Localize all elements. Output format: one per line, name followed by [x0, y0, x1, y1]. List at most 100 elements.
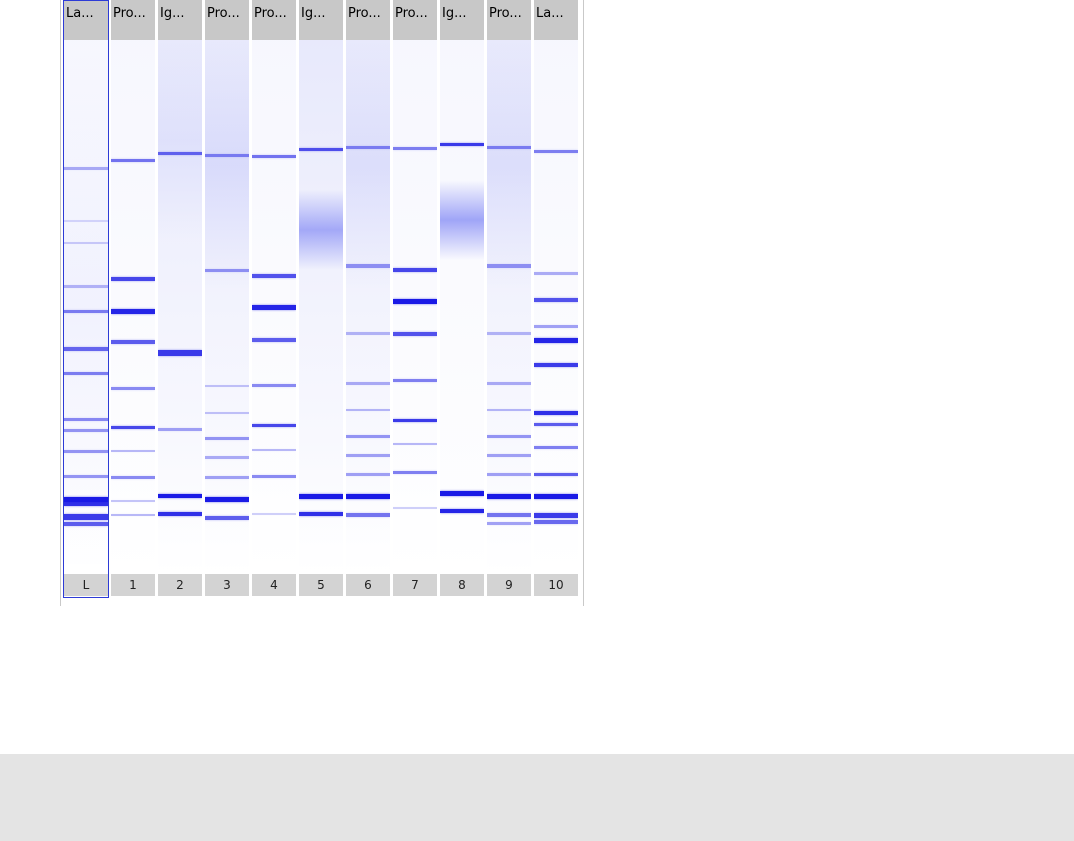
lane-number-label[interactable]: 10 [534, 574, 578, 596]
protein-band [64, 310, 108, 313]
gel-lane-2[interactable]: Ig... 2 [158, 0, 202, 606]
protein-band [487, 494, 531, 499]
protein-band [252, 155, 296, 158]
protein-band [111, 476, 155, 479]
protein-band [299, 512, 343, 516]
lane-header-label[interactable]: Ig... [299, 0, 343, 40]
lane-header-label[interactable]: Pro... [346, 0, 390, 40]
protein-band [534, 423, 578, 426]
lane-number-label[interactable]: 9 [487, 574, 531, 596]
lane-number-label[interactable]: 4 [252, 574, 296, 596]
protein-band [346, 382, 390, 385]
smear-region [346, 40, 390, 290]
protein-band [64, 514, 108, 520]
lane-header-label[interactable]: Pro... [252, 0, 296, 40]
protein-band [346, 513, 390, 517]
protein-band [393, 268, 437, 272]
smear-region [487, 40, 531, 290]
lane-band-strip[interactable] [534, 40, 578, 574]
gel-lane-10[interactable]: La... 10 [534, 0, 578, 606]
protein-band [393, 147, 437, 150]
gel-lane-L[interactable]: La... L [63, 0, 109, 606]
lane-band-strip[interactable] [205, 40, 249, 574]
gel-lane-3[interactable]: Pro... 3 [205, 0, 249, 606]
protein-band [534, 338, 578, 343]
protein-band [487, 264, 531, 268]
lane-band-strip[interactable] [158, 40, 202, 574]
protein-band [205, 269, 249, 272]
lane-number-label[interactable]: 5 [299, 574, 343, 596]
protein-band [205, 154, 249, 157]
lane-number-label[interactable]: 7 [393, 574, 437, 596]
protein-band [111, 309, 155, 314]
lane-number-label[interactable]: 2 [158, 574, 202, 596]
protein-band [64, 450, 108, 453]
protein-band [158, 350, 202, 356]
lane-header-label[interactable]: Pro... [111, 0, 155, 40]
protein-band [487, 409, 531, 411]
gel-lane-6[interactable]: Pro... 6 [346, 0, 390, 606]
protein-band [111, 450, 155, 452]
lane-header-label[interactable]: Ig... [440, 0, 484, 40]
protein-band [534, 446, 578, 449]
protein-band [440, 491, 484, 496]
gel-lane-8[interactable]: Ig... 8 [440, 0, 484, 606]
lane-band-strip[interactable] [64, 40, 108, 574]
lane-band-strip[interactable] [111, 40, 155, 574]
gel-lane-4[interactable]: Pro... 4 [252, 0, 296, 606]
gel-lane-9[interactable]: Pro... 9 [487, 0, 531, 606]
protein-band [158, 152, 202, 155]
protein-band [111, 514, 155, 516]
bottom-panel [0, 754, 1074, 841]
protein-band [252, 475, 296, 478]
lane-band-strip[interactable] [299, 40, 343, 574]
protein-band [487, 513, 531, 517]
gel-lane-5[interactable]: Ig... 5 [299, 0, 343, 606]
gel-lane-7[interactable]: Pro... 7 [393, 0, 437, 606]
protein-band [534, 363, 578, 367]
lane-band-strip[interactable] [346, 40, 390, 574]
lane-band-strip[interactable] [440, 40, 484, 574]
lane-number-label[interactable]: L [64, 574, 108, 596]
protein-band [111, 277, 155, 281]
gel-view: La... L Pro... 1 Ig... 2 Pro... 3 Pro... 4 Ig... 5 P… [60, 0, 584, 606]
lane-band-strip[interactable] [393, 40, 437, 574]
lane-header-label[interactable]: Ig... [158, 0, 202, 40]
protein-band [487, 382, 531, 385]
lane-band-strip[interactable] [252, 40, 296, 574]
lane-band-strip[interactable] [487, 40, 531, 574]
smear-region [158, 40, 202, 240]
lane-number-label[interactable]: 8 [440, 574, 484, 596]
protein-band [205, 385, 249, 387]
protein-band [299, 148, 343, 151]
lane-header-label[interactable]: La... [64, 0, 108, 40]
lane-header-label[interactable]: Pro... [487, 0, 531, 40]
protein-band [393, 443, 437, 445]
lane-header-label[interactable]: La... [534, 0, 578, 40]
protein-band [64, 497, 108, 502]
protein-band [205, 516, 249, 520]
protein-band [64, 242, 108, 244]
protein-band [487, 146, 531, 149]
gel-lane-1[interactable]: Pro... 1 [111, 0, 155, 606]
protein-band [252, 384, 296, 387]
lane-number-label[interactable]: 3 [205, 574, 249, 596]
protein-band [205, 476, 249, 479]
protein-band [111, 159, 155, 162]
lane-number-label[interactable]: 1 [111, 574, 155, 596]
protein-band [64, 167, 108, 170]
protein-band [64, 475, 108, 478]
protein-band [111, 340, 155, 344]
protein-band [487, 435, 531, 438]
protein-band [534, 494, 578, 499]
protein-band [440, 509, 484, 513]
protein-band [64, 347, 108, 351]
lane-number-label[interactable]: 6 [346, 574, 390, 596]
protein-band [534, 513, 578, 518]
protein-band [111, 500, 155, 502]
lane-header-label[interactable]: Pro... [205, 0, 249, 40]
protein-band [252, 513, 296, 515]
protein-band [534, 150, 578, 153]
lane-header-label[interactable]: Pro... [393, 0, 437, 40]
protein-band [346, 264, 390, 268]
